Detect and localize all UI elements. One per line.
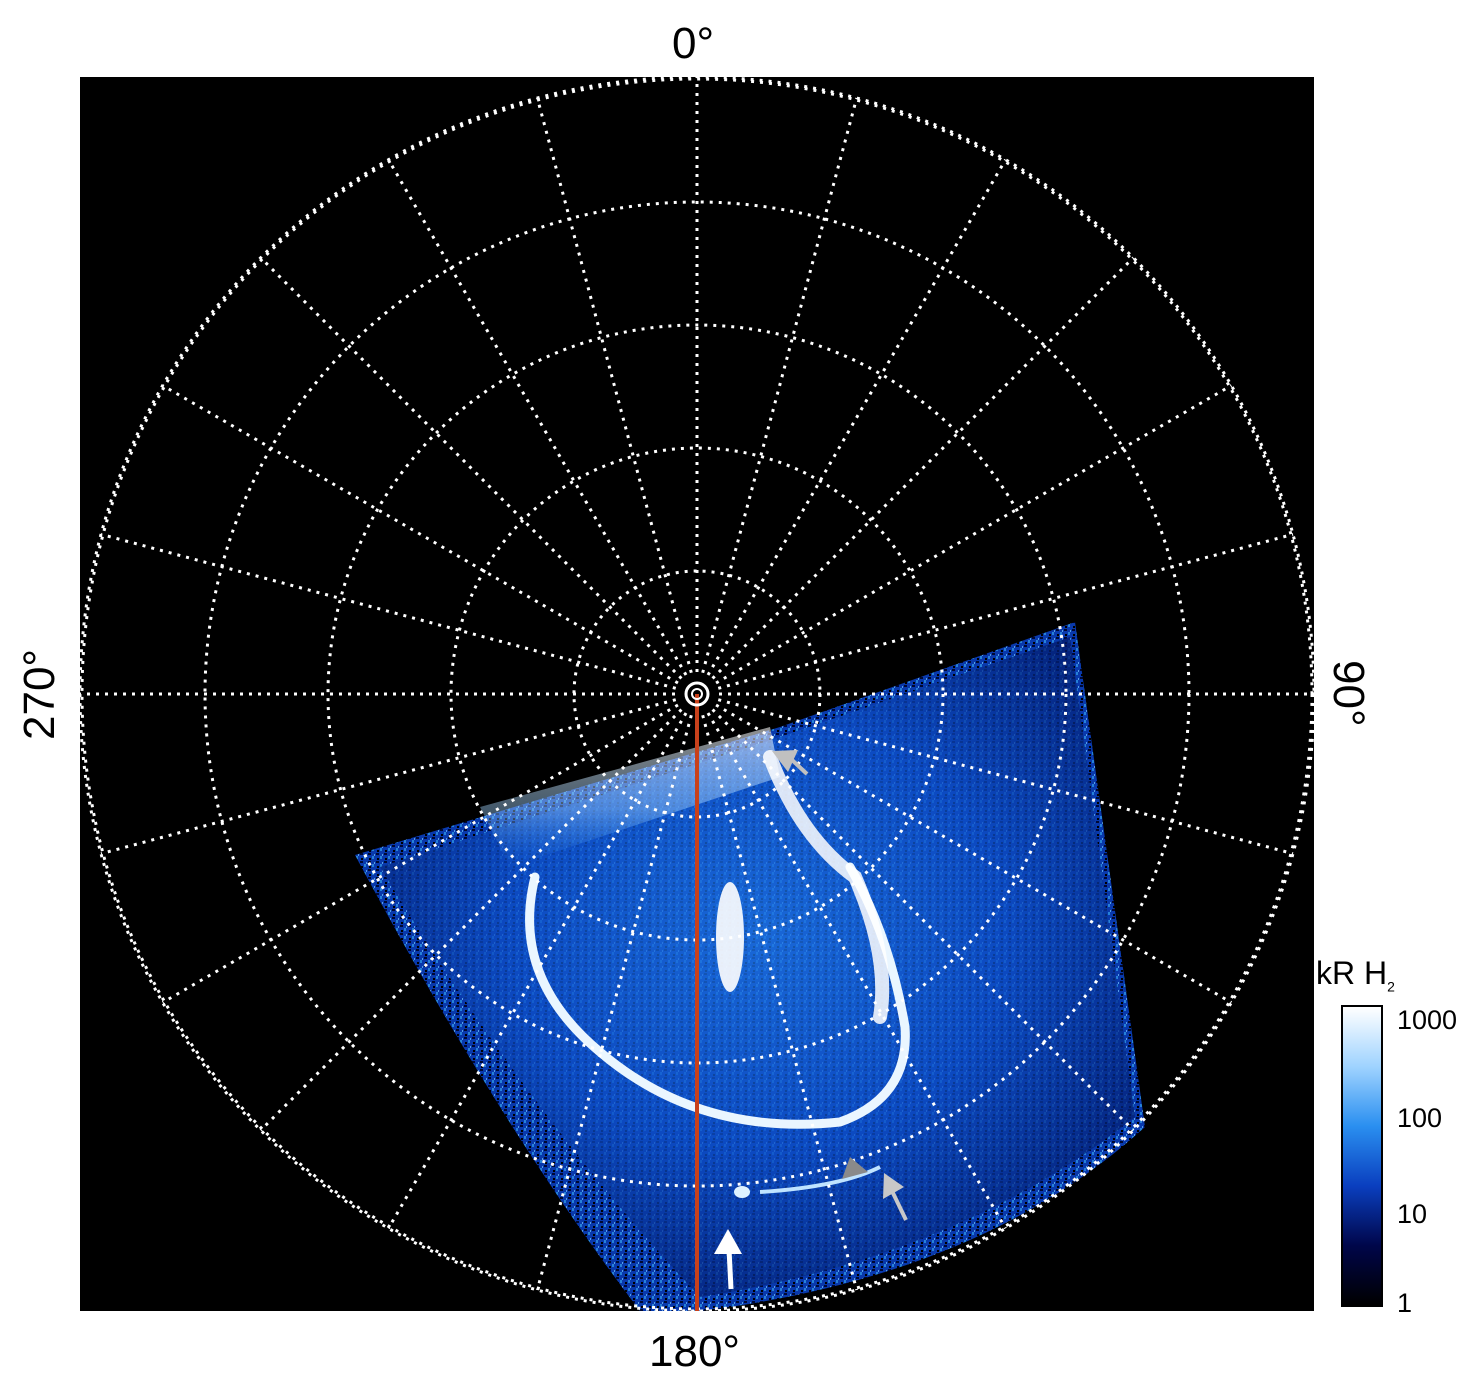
meridian-line (711, 708, 1135, 1132)
meridian-line (717, 698, 1294, 856)
pole-marker-outer (684, 681, 710, 707)
meridian-line (706, 158, 1007, 676)
observed-sector-glow (380, 637, 1135, 1297)
grid (80, 77, 1314, 1311)
meridian-line (717, 532, 1294, 690)
polar-aurora-image (80, 77, 1314, 1311)
meridian-line (715, 703, 1233, 1004)
meridian-line (387, 712, 688, 1230)
longitude-label-270: 270° (15, 648, 64, 740)
meridian-line (701, 97, 859, 674)
meridian-line (535, 97, 693, 674)
footprint-spot (734, 1186, 750, 1198)
secondary-oval-arc (759, 1165, 881, 1194)
arrow-gray-icon (883, 1173, 908, 1221)
meridian-line (715, 384, 1233, 685)
dawn-curtain (480, 727, 780, 867)
latitude-circle (449, 446, 945, 942)
meridian-line (711, 256, 1135, 680)
meridian-line (535, 714, 693, 1291)
main-oval (525, 862, 910, 1129)
pole-marker-inner (691, 688, 703, 700)
meridian-line (706, 712, 1007, 1230)
aurora-emission-region (355, 622, 1145, 1311)
meridian-line (100, 532, 677, 690)
colorbar-tick-1000: 1000 (1397, 1005, 1458, 1035)
arrow-white-icon (714, 1229, 742, 1290)
meridian-line (259, 708, 683, 1132)
colorbar-title: kR H2 (1316, 955, 1395, 995)
meridian-line (259, 256, 683, 680)
inner-bright-arc (763, 750, 890, 1024)
longitude-label-0: 0° (672, 19, 715, 68)
meridian-line (701, 714, 859, 1291)
colorbar-tick-100: 100 (1397, 1103, 1443, 1133)
colorbar (1341, 1005, 1383, 1307)
arrow-dark-gray-icon (842, 1157, 868, 1179)
arrow-top-gray-icon (772, 750, 809, 776)
longitude-label-180: 180° (649, 1327, 741, 1376)
longitude-label-90: 90° (1324, 660, 1373, 727)
colorbar-tick-1: 1 (1397, 1288, 1413, 1318)
colorbar-tick-10: 10 (1397, 1199, 1428, 1229)
meridian-line (161, 703, 679, 1004)
meridian-line (100, 698, 677, 856)
latitude-circle (326, 323, 1068, 1065)
meridian-line (387, 158, 688, 676)
meridian-line (161, 384, 679, 685)
